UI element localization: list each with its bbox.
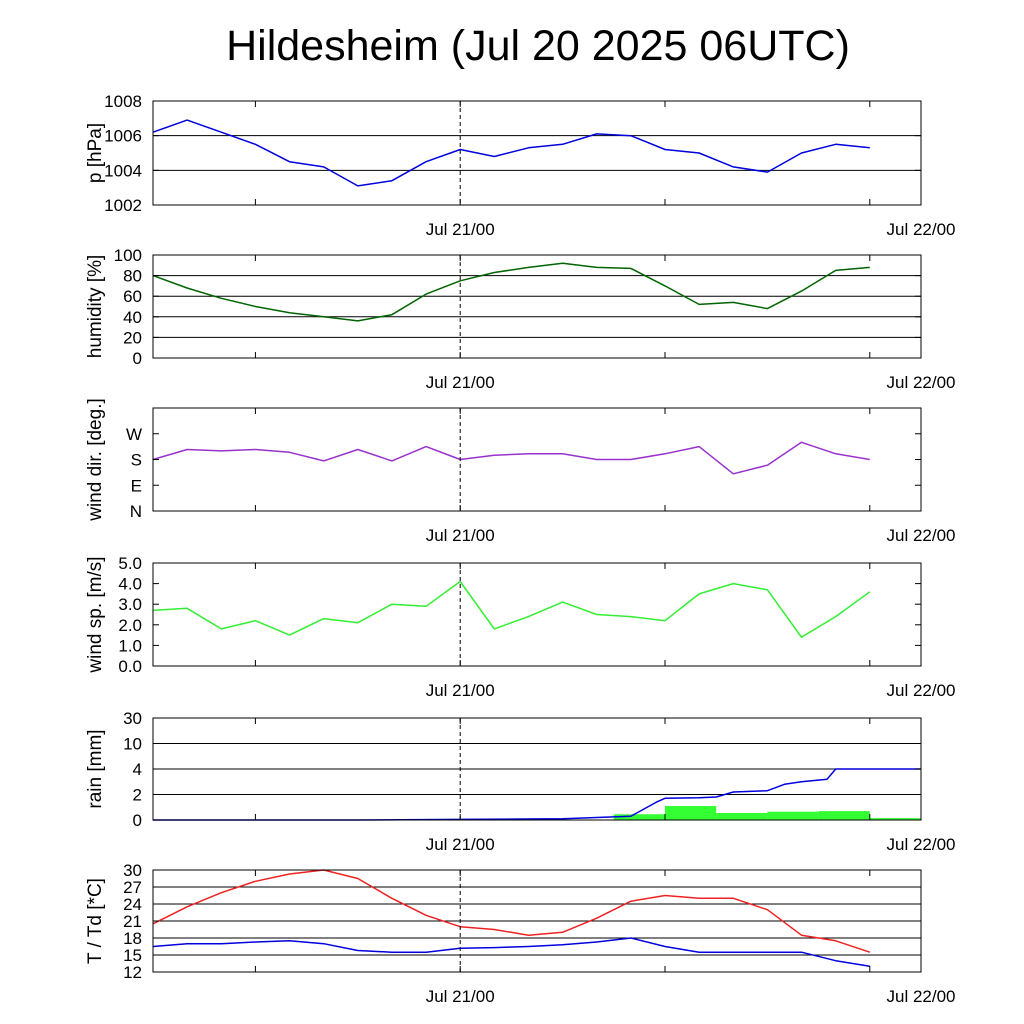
plot-frame — [152, 407, 922, 512]
panel-1 — [152, 100, 922, 206]
y-tick-label: 30 — [123, 861, 142, 880]
y-axis-label: humidity [%] — [85, 255, 106, 358]
panel-3 — [152, 407, 922, 512]
series-line-2 — [152, 937, 870, 968]
y-tick-label: 1006 — [104, 127, 142, 146]
y-tick-label: 30 — [123, 709, 142, 728]
y-tick-label: 1004 — [104, 161, 142, 180]
y-tick-label: 1002 — [104, 196, 142, 215]
panel-5 — [152, 717, 922, 821]
x-tick-label: Jul 21/00 — [426, 526, 495, 545]
y-tick-label: S — [131, 451, 142, 470]
series-line-1 — [152, 441, 870, 475]
y-tick-label: E — [131, 476, 142, 495]
rain-bar — [818, 811, 870, 820]
series-line-1 — [152, 119, 870, 187]
x-tick-label: Jul 21/00 — [426, 220, 495, 239]
y-tick-label: 0 — [133, 349, 142, 368]
y-axis-label: wind sp. [m/s] — [85, 556, 106, 673]
rain-bar — [767, 811, 819, 820]
y-axis-label: p [hPa] — [85, 123, 106, 183]
chart-title: Hildesheim (Jul 20 2025 06UTC) — [226, 22, 850, 70]
plot-frame — [152, 562, 922, 667]
panel-2 — [152, 254, 922, 359]
x-tick-label: Jul 22/00 — [887, 835, 956, 854]
y-tick-label: 4 — [133, 760, 142, 779]
y-axis-label: rain [mm] — [85, 729, 106, 808]
x-tick-label: Jul 21/00 — [426, 373, 495, 392]
x-tick-label: Jul 21/00 — [426, 987, 495, 1006]
series-line-1 — [152, 262, 870, 322]
series-line-1 — [152, 869, 871, 953]
x-tick-label: Jul 21/00 — [426, 681, 495, 700]
x-tick-label: Jul 22/00 — [887, 681, 956, 700]
series-line-1 — [152, 580, 871, 638]
y-tick-label: 18 — [123, 929, 142, 948]
y-tick-label: 60 — [123, 287, 142, 306]
rain-bar — [716, 812, 768, 820]
rain-bar — [613, 814, 665, 820]
y-tick-label: 1.0 — [118, 636, 142, 655]
y-tick-label: 0 — [133, 811, 142, 830]
y-tick-label: 2 — [133, 786, 142, 805]
panel-4 — [152, 562, 922, 667]
y-tick-label: 15 — [123, 946, 142, 965]
rain-bar — [665, 805, 717, 820]
y-tick-label: 12 — [123, 963, 142, 982]
plot-frame — [152, 100, 922, 206]
x-tick-label: Jul 21/00 — [426, 835, 495, 854]
y-tick-label: 1008 — [104, 92, 142, 111]
x-tick-label: Jul 22/00 — [887, 373, 956, 392]
y-tick-label: 3.0 — [118, 595, 142, 614]
y-tick-label: N — [130, 502, 142, 521]
y-tick-label: 20 — [123, 328, 142, 347]
y-tick-label: 80 — [123, 267, 142, 286]
x-tick-label: Jul 22/00 — [887, 220, 956, 239]
y-tick-label: 21 — [123, 912, 142, 931]
y-tick-label: 10 — [123, 735, 142, 754]
rain-bar — [869, 818, 921, 820]
y-tick-label: W — [126, 425, 142, 444]
y-tick-label: 0.0 — [118, 657, 142, 676]
y-tick-label: 2.0 — [118, 616, 142, 635]
y-tick-label: 5.0 — [118, 554, 142, 573]
y-axis-label: wind dir. [deg.] — [85, 398, 106, 522]
y-tick-label: 40 — [123, 308, 142, 327]
y-tick-label: 100 — [114, 246, 142, 265]
x-tick-label: Jul 22/00 — [887, 987, 956, 1006]
y-tick-label: 24 — [123, 895, 142, 914]
y-axis-label: T / Td [*C] — [85, 878, 106, 964]
plot-frame — [152, 254, 922, 359]
panel-6 — [152, 869, 922, 973]
x-tick-label: Jul 22/00 — [887, 526, 956, 545]
series-line-1 — [153, 768, 921, 821]
y-tick-label: 4.0 — [118, 575, 142, 594]
y-tick-label: 27 — [123, 878, 142, 897]
